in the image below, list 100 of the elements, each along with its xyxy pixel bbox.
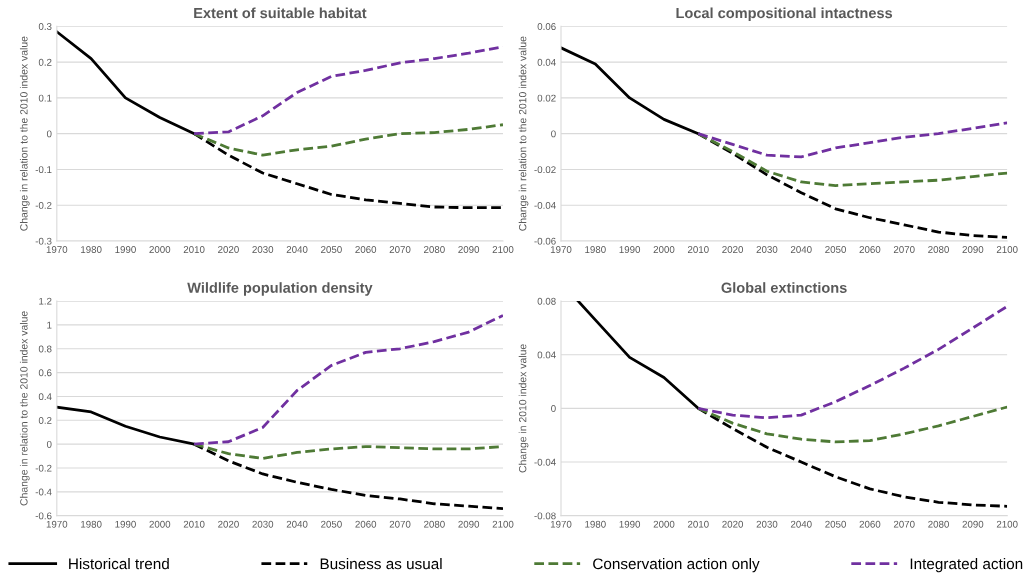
x-tick-label: 2060 — [859, 246, 881, 253]
x-tick-label: 2030 — [252, 520, 274, 528]
y-axis-title: Change in relation to the 2010 index value — [19, 311, 30, 506]
x-tick-label: 2040 — [286, 246, 308, 253]
x-tick-label: 2010 — [183, 246, 205, 253]
x-tick-label: 1990 — [619, 520, 641, 528]
y-tick-label: 0 — [46, 440, 52, 448]
y-tick-label: 0.08 — [537, 297, 556, 305]
y-tick-label: -0.4 — [35, 488, 52, 496]
y-tick-label: 0.4 — [38, 393, 52, 401]
y-tick-label: -0.04 — [534, 201, 556, 209]
chart-title: Extent of suitable habitat — [194, 7, 367, 19]
chart-title: Wildlife population density — [187, 282, 373, 296]
x-tick-label: 2030 — [756, 520, 778, 528]
x-tick-label: 1980 — [585, 246, 606, 253]
x-tick-label: 2090 — [962, 520, 984, 528]
x-tick-label: 2050 — [321, 246, 342, 253]
y-tick-label: 0 — [551, 405, 556, 412]
y-tick-label: 0.2 — [38, 58, 52, 66]
y-tick-label: 0.6 — [38, 369, 52, 377]
x-tick-label: 2000 — [653, 520, 675, 528]
x-tick-label: 1970 — [550, 246, 572, 253]
y-tick-label: -0.08 — [534, 512, 556, 520]
y-tick-label: -0.1 — [35, 166, 52, 174]
x-tick-label: 2010 — [183, 520, 205, 528]
legend-label: Business as usual — [320, 558, 442, 570]
x-tick-label: 1990 — [115, 246, 136, 253]
y-tick-label: 0.2 — [38, 417, 52, 424]
x-tick-label: 2100 — [492, 246, 514, 253]
chart-title: Global extinctions — [721, 282, 847, 293]
x-tick-label: 2020 — [218, 520, 239, 528]
x-tick-label: 2000 — [653, 246, 675, 253]
x-tick-label: 1980 — [81, 520, 102, 528]
x-tick-label: 2080 — [928, 246, 949, 253]
chart-title: Local compositional intactness — [676, 7, 893, 22]
x-tick-label: 2060 — [355, 246, 377, 253]
y-tick-label: -0.6 — [35, 512, 52, 520]
x-tick-label: 2010 — [687, 520, 709, 528]
y-tick-label: -0.04 — [534, 458, 556, 466]
x-tick-label: 1980 — [585, 520, 606, 528]
x-tick-label: 2040 — [790, 246, 812, 253]
x-tick-label: 2020 — [218, 246, 239, 253]
x-tick-label: 1970 — [46, 246, 68, 253]
x-tick-label: 2040 — [790, 520, 812, 528]
y-tick-label: 0.04 — [537, 58, 556, 66]
legend-label: Historical trend — [69, 558, 169, 570]
y-axis-title: Change in 2010 index value — [518, 344, 529, 473]
x-tick-label: 2070 — [893, 246, 915, 253]
y-tick-label: 0 — [551, 130, 556, 138]
y-tick-label: 1 — [47, 321, 52, 329]
x-tick-label: 1980 — [81, 246, 102, 253]
x-tick-label: 2030 — [252, 246, 274, 253]
x-tick-label: 2090 — [458, 520, 480, 528]
y-tick-label: 0.1 — [38, 94, 52, 102]
line-series — [192, 123, 503, 157]
y-axis-title: Change in relation to the 2010 index value — [518, 36, 529, 231]
x-tick-label: 2080 — [928, 520, 949, 528]
x-tick-label: 2000 — [149, 520, 171, 528]
y-tick-label: -0.06 — [534, 237, 556, 245]
y-tick-label: 0.3 — [38, 23, 52, 30]
x-tick-label: 2000 — [149, 246, 171, 253]
x-tick-label: 1990 — [619, 246, 641, 253]
x-tick-label: 2100 — [996, 520, 1018, 528]
x-tick-label: 2070 — [893, 520, 915, 528]
x-tick-label: 2070 — [389, 520, 411, 528]
line-series — [696, 305, 1008, 420]
y-tick-label: 0.06 — [537, 23, 556, 30]
y-tick-label: 0.02 — [537, 94, 556, 102]
x-tick-label: 2020 — [722, 246, 744, 253]
line-series — [696, 121, 1008, 159]
y-tick-label: 1.2 — [39, 297, 52, 305]
y-axis-title: Change in relation to the 2010 index value — [19, 36, 30, 231]
x-tick-label: 2080 — [424, 246, 445, 253]
x-tick-label: 2010 — [687, 246, 709, 253]
x-tick-label: 2050 — [825, 520, 846, 528]
x-tick-label: 2030 — [756, 246, 778, 253]
x-tick-label: 2060 — [355, 520, 377, 528]
x-tick-label: 2100 — [492, 520, 514, 528]
x-tick-label: 1990 — [115, 520, 136, 528]
legend-label: Conservation action only — [593, 558, 760, 573]
y-tick-label: 0.04 — [537, 351, 556, 359]
line-series — [192, 313, 503, 446]
x-tick-label: 2080 — [424, 520, 445, 528]
x-tick-label: 2040 — [286, 520, 308, 528]
x-tick-label: 1970 — [46, 520, 68, 528]
y-tick-label: -0.02 — [534, 166, 556, 174]
y-tick-label: -0.2 — [35, 464, 52, 472]
x-tick-label: 2090 — [962, 246, 984, 253]
x-tick-label: 2060 — [859, 520, 881, 528]
x-tick-label: 2020 — [722, 520, 744, 528]
y-tick-label: -0.2 — [35, 201, 52, 209]
x-tick-label: 1970 — [550, 520, 572, 528]
x-tick-label: 2090 — [458, 246, 480, 253]
legend-label: Integrated action — [910, 558, 1023, 573]
x-tick-label: 2050 — [321, 520, 342, 528]
y-tick-label: 0 — [46, 130, 52, 138]
x-tick-label: 2070 — [389, 246, 411, 253]
x-tick-label: 2050 — [825, 246, 846, 253]
x-tick-label: 2100 — [996, 246, 1018, 253]
y-tick-label: 0.8 — [38, 345, 52, 353]
